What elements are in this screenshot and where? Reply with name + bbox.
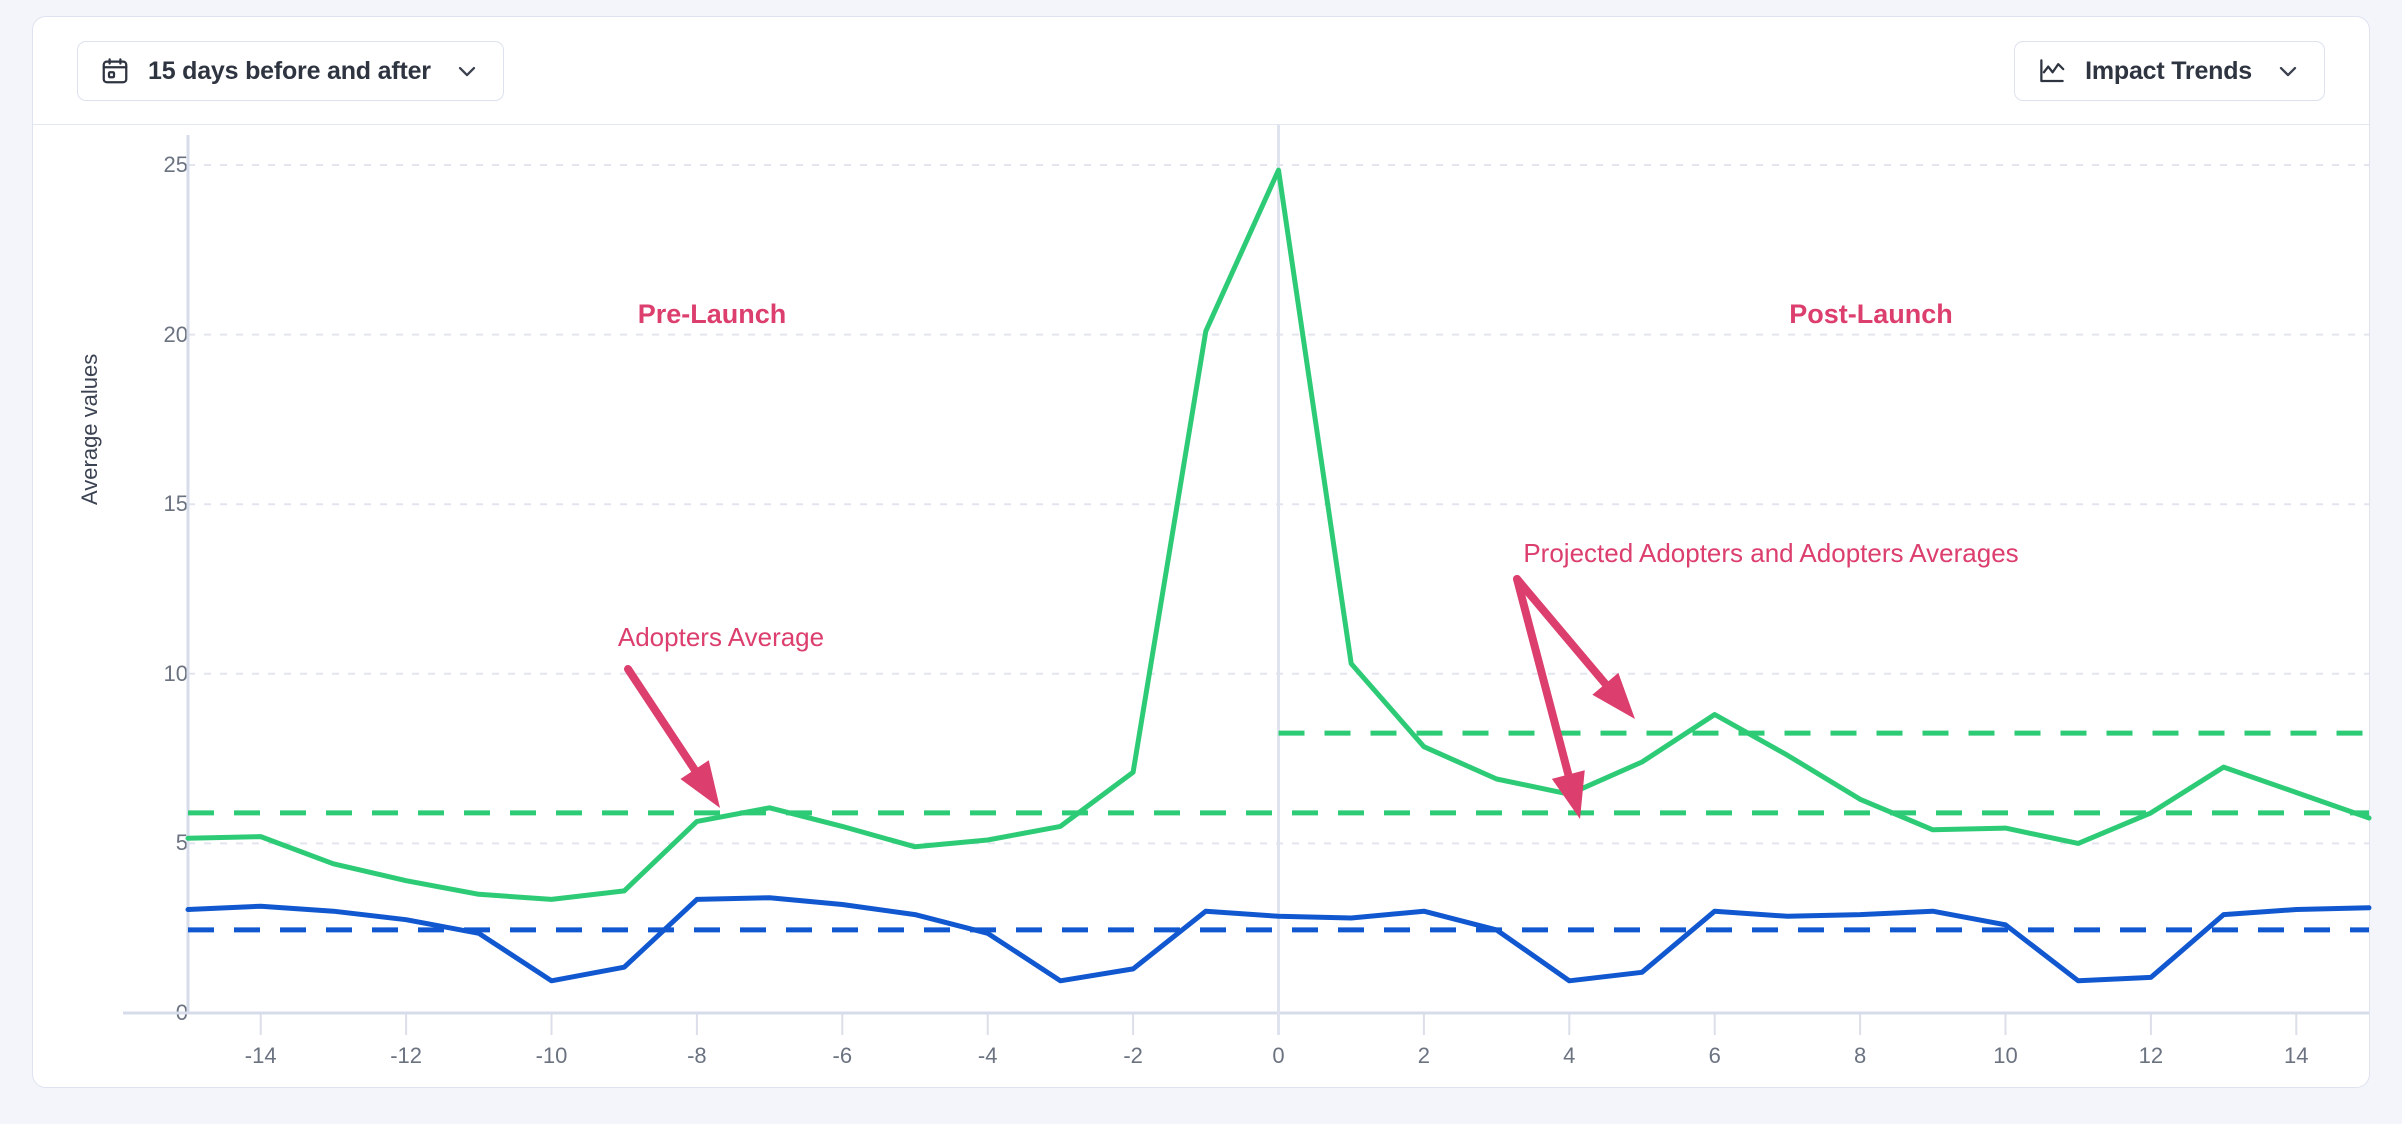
date-range-button[interactable]: 15 days before and after <box>77 41 504 101</box>
date-range-label: 15 days before and after <box>148 56 431 85</box>
arrow-adopters-average-head <box>680 760 720 808</box>
calendar-icon <box>100 56 130 86</box>
view-mode-button[interactable]: Impact Trends <box>2014 41 2325 101</box>
view-mode-label: Impact Trends <box>2085 56 2252 85</box>
x-tick-label: 8 <box>1853 1043 1867 1068</box>
line-chart-icon <box>2037 56 2067 86</box>
chart-card: 15 days before and after Impact Trends <box>32 16 2372 1088</box>
x-tick-label: -12 <box>390 1043 422 1068</box>
chevron-down-icon <box>453 57 481 85</box>
y-tick-label: 10 <box>163 660 188 686</box>
y-tick-label: 5 <box>175 830 188 856</box>
x-tick-label: -14 <box>244 1043 277 1068</box>
x-tick-label: 4 <box>1563 1043 1576 1068</box>
x-tick-label: 12 <box>2138 1043 2164 1068</box>
x-tick-label: 14 <box>2284 1043 2309 1068</box>
y-tick-label: 15 <box>163 491 188 517</box>
arrow-projected-down-head <box>1551 770 1585 819</box>
x-tick-label: -10 <box>535 1043 568 1068</box>
chart-canvas <box>123 125 2372 1035</box>
y-tick-label: 25 <box>163 152 188 177</box>
x-tick-label: -8 <box>687 1043 707 1068</box>
y-tick-label: 20 <box>163 321 188 347</box>
x-tick-label: -2 <box>1123 1043 1143 1068</box>
x-tick-label: -6 <box>832 1043 853 1068</box>
arrow-projected-right-head <box>1592 672 1635 719</box>
chevron-down-icon <box>2274 57 2302 85</box>
annotation-pre-launch: Pre-Launch <box>637 299 787 329</box>
annotation-adopters-average: Adopters Average <box>617 622 825 652</box>
arrow-projected-right-shaft <box>1513 575 1615 694</box>
y-axis-ticks: 0510152025 <box>128 125 188 1087</box>
annotation-post-launch: Post-Launch <box>1789 299 1953 329</box>
series-line-non-adopters <box>185 895 2372 984</box>
x-tick-label: 6 <box>1708 1043 1721 1068</box>
x-tick-label: 0 <box>1272 1043 1285 1068</box>
arrow-projected-down-shaft <box>1513 575 1575 787</box>
chart-plot-area: Average values 0510152025 -14-12-10-8-6-… <box>33 125 2372 1087</box>
arrow-adopters-average-shaft <box>624 665 704 781</box>
x-tick-label: -4 <box>977 1043 998 1068</box>
x-tick-label: 10 <box>1993 1043 2018 1068</box>
chart-toolbar: 15 days before and after Impact Trends <box>33 17 2369 125</box>
annotation-projected-adopters: Projected Adopters and Adopters Averages <box>1523 538 2019 568</box>
x-tick-label: 2 <box>1417 1043 1431 1068</box>
x-axis-ticks: -14 -12 -10 -8 -6 -4 -2 0 2 4 6 8 10 12 14 <box>33 1043 2369 1083</box>
series-line-adopters <box>185 167 2372 902</box>
